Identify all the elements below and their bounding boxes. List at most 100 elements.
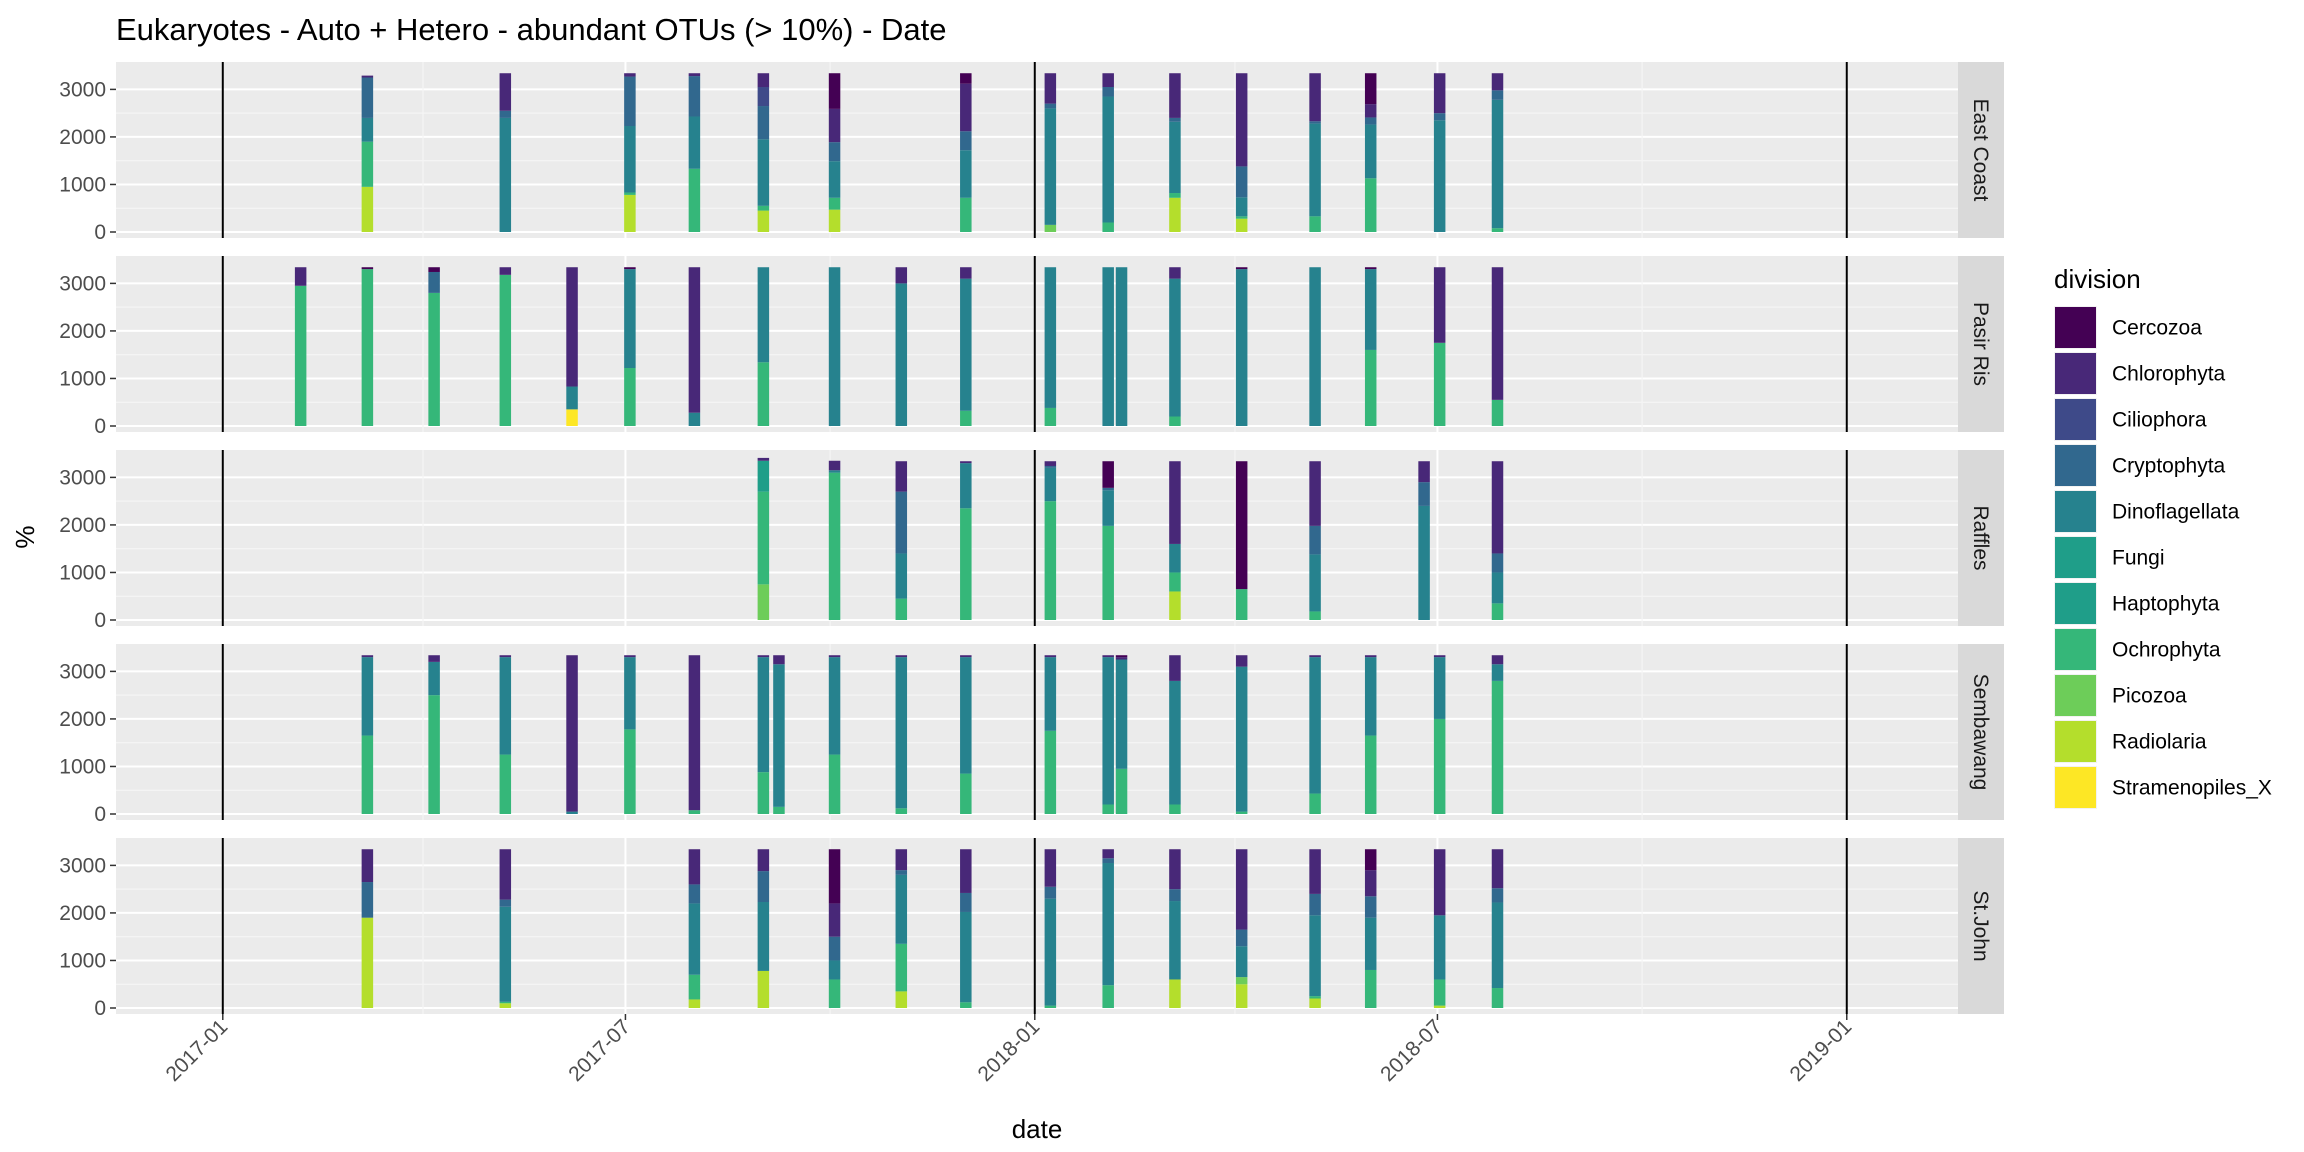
bar-segment-ochrophyta xyxy=(1115,768,1128,814)
bar-segment-ochrophyta xyxy=(428,695,440,814)
bar-segment-dinoflagellata xyxy=(1044,467,1057,502)
bar-segment-cercozoa xyxy=(1235,461,1248,590)
bar-segment-chlorophyta xyxy=(499,73,512,111)
bar-segment-chlorophyta xyxy=(688,849,701,885)
bar-segment-picozoa xyxy=(757,584,770,620)
bar-segment-cryptophyta xyxy=(1418,482,1430,506)
bar-segment-ochrophyta xyxy=(1364,735,1377,814)
bar-segment-chlorophyta xyxy=(828,903,841,937)
legend-label: Haptophyta xyxy=(2112,593,2220,616)
bar-segment-dinoflagellata xyxy=(895,283,908,426)
bar-segment-ochrophyta xyxy=(1044,730,1057,814)
facet-strip xyxy=(1958,450,2004,626)
bar-segment-cercozoa xyxy=(361,267,374,270)
bar-segment-cercozoa xyxy=(1102,461,1114,488)
bar-segment-ochrophyta xyxy=(1364,349,1377,426)
bar-segment-ochrophyta xyxy=(1364,969,1377,1008)
bar-segment-picozoa xyxy=(1044,224,1057,232)
legend-label: Fungi xyxy=(2112,547,2165,570)
facet-strip-label: Raffles xyxy=(1969,506,1992,571)
bar-segment-dinoflagellata xyxy=(757,901,770,971)
bar-segment-ochrophyta xyxy=(624,192,636,195)
bar-segment-cryptophyta xyxy=(1169,889,1181,902)
bar-segment-cryptophyta xyxy=(1102,858,1114,864)
legend-label: Chlorophyta xyxy=(2112,363,2226,386)
legend-swatch xyxy=(2055,675,2096,716)
bar-segment-cryptophyta xyxy=(1235,166,1248,198)
bar-segment-ochrophyta xyxy=(1169,193,1181,198)
bar-segment-chlorophyta xyxy=(960,655,972,658)
bar-segment-ochrophyta xyxy=(1044,501,1057,620)
bar-segment-dinoflagellata xyxy=(499,117,512,232)
bar-segment-ochrophyta xyxy=(1235,811,1248,814)
bar-segment-dinoflagellata xyxy=(1102,267,1114,426)
y-tick-label: 1000 xyxy=(59,367,106,390)
bar-segment-cercozoa xyxy=(1235,267,1248,270)
bar-segment-dinoflagellata xyxy=(1364,917,1377,970)
bar-segment-cryptophyta xyxy=(757,106,770,140)
legend-label: Dinoflagellata xyxy=(2112,501,2240,524)
bar-segment-chlorophyta xyxy=(688,267,701,413)
bar-segment-chlorophyta xyxy=(624,655,636,658)
bar-segment-cryptophyta xyxy=(895,870,908,875)
bar-segment-dinoflagellata xyxy=(1364,657,1377,736)
bar-segment-chlorophyta xyxy=(1169,655,1181,681)
legend-item-picozoa: Picozoa xyxy=(2054,674,2187,717)
bar-segment-dinoflagellata xyxy=(757,267,770,363)
bar-segment-ochrophyta xyxy=(294,285,307,426)
bar-segment-ochrophyta xyxy=(499,754,512,814)
bar-segment-chlorophyta xyxy=(1364,870,1377,897)
bar-segment-dinoflagellata xyxy=(624,269,636,369)
bar-segment-dinoflagellata xyxy=(566,811,578,814)
facet-strip-label: Sembawang xyxy=(1969,674,1992,791)
bar-segment-chlorophyta xyxy=(1418,461,1430,483)
bar-segment-picozoa xyxy=(1235,977,1248,985)
bar-segment-dinoflagellata xyxy=(960,463,972,509)
legend-label: Cryptophyta xyxy=(2112,455,2226,478)
bar-segment-dinoflagellata xyxy=(895,657,908,809)
y-tick-label: 3000 xyxy=(59,854,106,877)
legend-item-cercozoa: Cercozoa xyxy=(2054,306,2202,349)
y-axis-title: % xyxy=(10,525,40,548)
bar-segment-ochrophyta xyxy=(1491,228,1504,232)
bar-segment-chlorophyta xyxy=(757,849,770,872)
bar-segment-ochrophyta xyxy=(828,979,841,1008)
bar-segment-ochrophyta xyxy=(1309,996,1321,999)
legend-swatch xyxy=(2055,583,2096,624)
legend-swatch xyxy=(2055,399,2096,440)
bar-segment-ochrophyta xyxy=(757,362,770,426)
bar-segment-dinoflagellata xyxy=(1433,120,1446,232)
legend-title: division xyxy=(2054,264,2141,294)
bar-segment-ochrophyta xyxy=(1491,680,1504,814)
bar-segment-ochrophyta xyxy=(1309,611,1321,620)
bar-segment-dinoflagellata xyxy=(1044,898,1057,1006)
legend-label: Stramenopiles_X xyxy=(2112,777,2272,800)
bar-segment-dinoflagellata xyxy=(1169,543,1181,573)
bar-segment-cercozoa xyxy=(1364,73,1377,105)
bar-segment-dinoflagellata xyxy=(1044,267,1057,408)
bar-segment-dinoflagellata xyxy=(1491,572,1504,604)
bar-segment-chlorophyta xyxy=(1044,73,1057,104)
bar-segment-chlorophyta xyxy=(1115,657,1128,660)
bar-segment-chlorophyta xyxy=(757,73,770,88)
bar-segment-dinoflagellata xyxy=(1235,269,1248,426)
bar-segment-chlorophyta xyxy=(688,73,701,77)
y-tick-label: 2000 xyxy=(59,902,106,925)
bar-segment-chlorophyta xyxy=(1433,73,1446,114)
bar-segment-radiolaria xyxy=(1169,979,1181,1008)
bar-segment-chlorophyta xyxy=(566,267,578,387)
y-tick-label: 0 xyxy=(94,221,106,244)
bar-segment-cryptophyta xyxy=(828,936,841,961)
bar-segment-dinoflagellata xyxy=(960,911,972,1003)
bar-segment-dinoflagellata xyxy=(428,661,440,696)
legend-item-radiolaria: Radiolaria xyxy=(2054,720,2207,763)
bar-segment-cryptophyta xyxy=(1491,90,1504,100)
bar-segment-chlorophyta xyxy=(1044,655,1057,658)
facet-strip-label: Pasir Ris xyxy=(1969,302,1992,386)
y-tick-label: 0 xyxy=(94,415,106,438)
bar-segment-chlorophyta xyxy=(499,267,512,275)
bar-segment-chlorophyta xyxy=(828,108,841,143)
bar-segment-radiolaria xyxy=(828,209,841,232)
bar-segment-chlorophyta xyxy=(1433,655,1446,658)
bar-segment-chlorophyta xyxy=(1433,267,1446,343)
